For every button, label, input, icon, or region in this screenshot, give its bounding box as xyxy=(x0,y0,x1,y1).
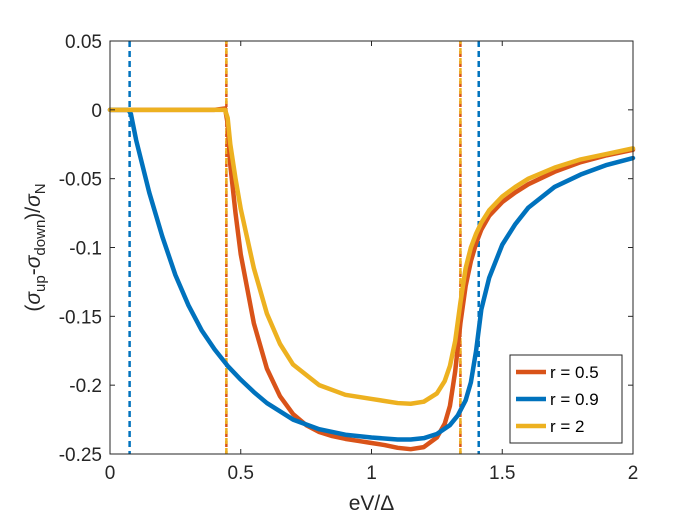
legend: r = 0.5 r = 0.9 r = 2 xyxy=(509,354,623,444)
y-tick-label: 0 xyxy=(91,101,102,122)
legend-label-1: r = 0.5 xyxy=(550,363,599,382)
x-tick-label: 1.5 xyxy=(489,463,515,484)
y-tick-label: -0.15 xyxy=(59,307,102,328)
series-line-3 xyxy=(107,107,636,406)
y-axis-label: (σup-σdown)/σN xyxy=(22,183,49,311)
ylabel-sub-n: N xyxy=(32,183,49,194)
x-tick-label: 0 xyxy=(105,463,116,484)
ylabel-sigma-down: σ xyxy=(22,254,45,268)
axis-ticks: 0 0.5 1 1.5 2 -0.25 -0.2 -0.15 -0.1 -0.05 0 0.05 xyxy=(59,32,639,484)
ylabel-sub-down: down xyxy=(32,220,49,256)
series-line-2 xyxy=(107,107,636,442)
x-tick-label: 0.5 xyxy=(228,463,254,484)
y-tick-label: -0.25 xyxy=(59,445,102,466)
y-tick-label: -0.1 xyxy=(69,239,102,260)
series-lines xyxy=(107,106,636,452)
ylabel-sub-up: up xyxy=(32,275,49,292)
x-tick-label: 2 xyxy=(628,463,639,484)
ylabel-minus: - xyxy=(22,268,45,275)
y-tick-label: -0.2 xyxy=(69,376,102,397)
ylabel-open: ( xyxy=(22,305,45,312)
y-tick-label: 0.05 xyxy=(65,32,102,53)
y-tick-label: -0.05 xyxy=(59,170,102,191)
ylabel-close: )/ xyxy=(22,207,45,220)
ylabel-sigma-n: σ xyxy=(22,193,45,207)
x-tick-label: 1 xyxy=(366,463,377,484)
x-axis-label: eV/Δ xyxy=(349,492,395,515)
legend-label-3: r = 2 xyxy=(550,417,585,436)
ylabel-sigma-up: σ xyxy=(22,291,45,305)
legend-label-2: r = 0.9 xyxy=(550,390,599,409)
